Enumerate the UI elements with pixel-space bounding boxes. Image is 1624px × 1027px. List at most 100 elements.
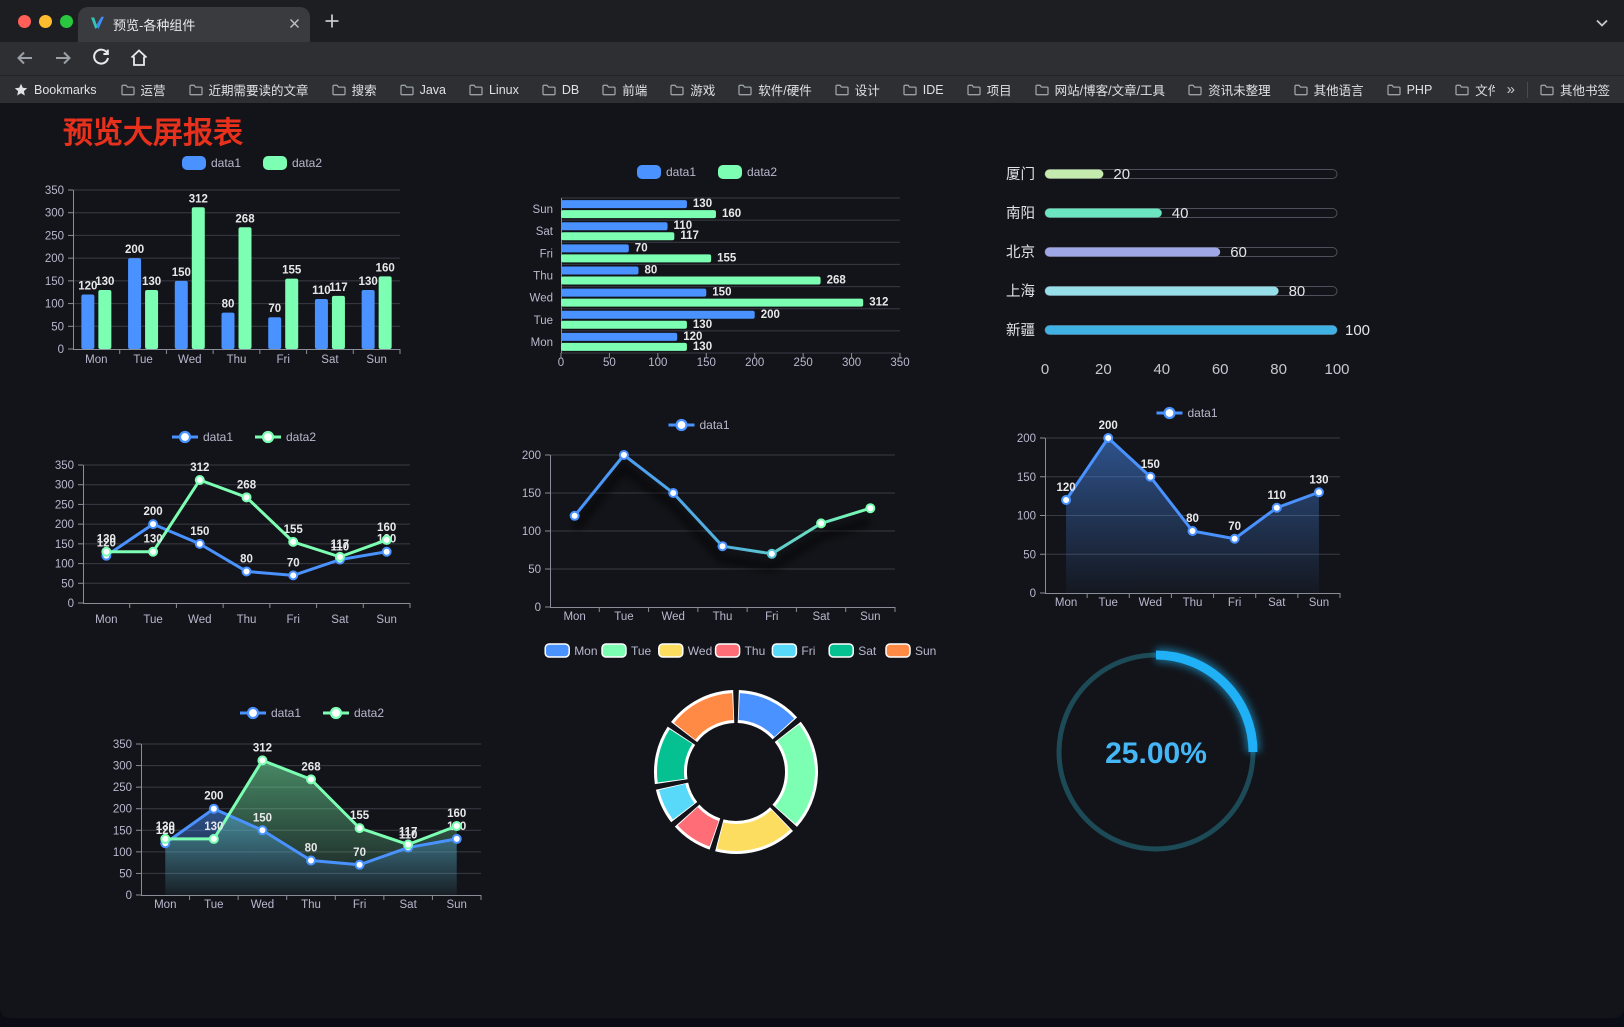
legend-item[interactable]: Tue xyxy=(601,643,652,658)
bar-data1 xyxy=(128,258,142,349)
bookmark-folder-item[interactable]: 设计 xyxy=(835,80,880,99)
svg-text:200: 200 xyxy=(113,804,132,816)
svg-text:130: 130 xyxy=(1309,474,1328,486)
bar-data1 xyxy=(361,289,375,349)
svg-text:上海: 上海 xyxy=(1006,283,1035,300)
chart-capsule-progress: 厦门 20 南阳 40 北京 60 上海 80 新疆 100 0 20 40 60 80 100 xyxy=(1006,166,1370,378)
back-button[interactable] xyxy=(14,47,38,71)
bookmark-folder-item[interactable]: Java xyxy=(399,83,446,97)
browser-tab[interactable]: 预览-各种组件 xyxy=(78,7,310,42)
legend-item[interactable]: data2 xyxy=(263,156,322,170)
folder-icon xyxy=(331,84,346,95)
bookmark-folder-item[interactable]: 软件/硬件 xyxy=(738,80,812,99)
svg-text:100: 100 xyxy=(55,559,74,571)
legend-item[interactable]: Sat xyxy=(828,643,877,658)
legend-item[interactable]: Thu xyxy=(714,643,766,658)
svg-text:Sat: Sat xyxy=(536,226,554,238)
bar-data1 xyxy=(81,294,95,349)
legend-item[interactable]: data1 xyxy=(1156,406,1218,420)
svg-text:Sun: Sun xyxy=(366,354,386,366)
bookmark-folder-item[interactable]: Linux xyxy=(469,83,519,97)
bookmark-folder-item[interactable]: 运营 xyxy=(120,80,166,99)
svg-text:Sat: Sat xyxy=(1268,597,1286,609)
svg-text:80: 80 xyxy=(1289,283,1306,300)
bookmark-folder-item[interactable]: 近期需要读的文章 xyxy=(188,80,309,99)
bookmark-folder-item[interactable]: 搜索 xyxy=(331,80,377,99)
svg-text:80: 80 xyxy=(1186,513,1199,525)
bookmarks-overflow-chevron[interactable]: » xyxy=(1506,81,1515,98)
svg-text:Mon: Mon xyxy=(574,644,597,658)
svg-text:150: 150 xyxy=(45,276,64,288)
legend-item[interactable]: data2 xyxy=(718,165,777,179)
svg-text:300: 300 xyxy=(55,480,74,492)
bookmark-folder-item[interactable]: DB xyxy=(542,83,579,97)
legend-item[interactable]: data1 xyxy=(637,165,696,179)
legend-item[interactable]: data2 xyxy=(323,706,384,720)
pie-slice-Fri xyxy=(659,783,695,820)
bar-data1 xyxy=(561,222,668,231)
legend-item[interactable]: data1 xyxy=(182,156,241,170)
other-bookmarks-folder[interactable]: 其他书签 xyxy=(1540,80,1610,99)
bar-data2 xyxy=(191,207,205,349)
bookmark-folder-item[interactable]: 项目 xyxy=(966,80,1012,99)
svg-text:Thu: Thu xyxy=(1183,597,1203,609)
bookmark-label: 设计 xyxy=(854,84,880,98)
legend-item[interactable]: data2 xyxy=(255,430,316,444)
bookmark-folder-item[interactable]: 资讯未整理 xyxy=(1188,80,1271,99)
svg-text:160: 160 xyxy=(722,208,741,220)
svg-text:110: 110 xyxy=(674,220,693,232)
svg-text:250: 250 xyxy=(55,499,74,511)
svg-text:0: 0 xyxy=(58,344,64,356)
forward-button[interactable] xyxy=(52,47,76,71)
legend-item[interactable]: Fri xyxy=(771,643,815,658)
bar-data2 xyxy=(145,289,159,349)
svg-text:0: 0 xyxy=(1030,588,1036,600)
legend-item[interactable]: data1 xyxy=(668,418,730,432)
bookmark-folder-item[interactable]: PHP xyxy=(1386,83,1432,97)
bookmark-folder-item[interactable]: 前端 xyxy=(602,80,647,99)
bookmark-folder-item[interactable]: 网站/博客/文章/工具 xyxy=(1034,80,1165,99)
svg-text:Fri: Fri xyxy=(540,248,553,260)
bookmark-folder-item[interactable]: IDE xyxy=(903,83,944,97)
legend-item[interactable]: Mon xyxy=(544,643,598,658)
svg-text:data2: data2 xyxy=(286,430,316,444)
svg-text:100: 100 xyxy=(45,299,64,311)
svg-text:25.00%: 25.00% xyxy=(1105,737,1207,770)
legend-item[interactable]: Wed xyxy=(658,643,712,658)
maximize-window-button[interactable] xyxy=(60,15,73,28)
svg-text:150: 150 xyxy=(113,825,132,837)
chart-bar-grouped: data1 data2 0 50 100 150 200 250 300 350 Mon Tue Wed… xyxy=(45,156,401,366)
bar-data1 xyxy=(561,244,629,253)
close-window-button[interactable] xyxy=(18,15,31,28)
minimize-window-button[interactable] xyxy=(39,15,52,28)
legend-item[interactable]: data1 xyxy=(240,706,301,720)
tab-list-chevron-icon[interactable] xyxy=(1596,14,1608,32)
chart-line-area: data1 0 50 100 150 200 Mon Tue Wed Thu Fri Sat Sun 12… xyxy=(1017,406,1341,609)
svg-text:350: 350 xyxy=(55,460,74,472)
legend-item[interactable]: data1 xyxy=(172,430,233,444)
svg-text:312: 312 xyxy=(189,193,208,205)
bookmark-folder-item[interactable]: 文件服务器 xyxy=(1455,80,1495,99)
svg-text:Wed: Wed xyxy=(251,899,274,911)
svg-text:100: 100 xyxy=(1345,322,1370,339)
chart-line-two-series: data1 data2 0 50 100 150 200 250 300 350 Mon Tue Wed… xyxy=(55,430,411,626)
page-content: 预览大屏报表 data1 data2 0 50 100 150 200 250 300 350 Mo… xyxy=(0,103,1624,1018)
new-tab-button[interactable] xyxy=(322,11,342,31)
bar-data1 xyxy=(174,280,188,349)
svg-text:Mon: Mon xyxy=(95,614,117,626)
bookmark-folder-item[interactable]: 游戏 xyxy=(670,80,715,99)
bookmark-label: 项目 xyxy=(986,84,1012,98)
bookmark-folder-item[interactable]: 其他语言 xyxy=(1293,80,1364,99)
svg-text:Mon: Mon xyxy=(1055,597,1077,609)
reload-button[interactable] xyxy=(90,47,114,71)
tab-close-icon[interactable] xyxy=(289,17,300,32)
svg-text:data1: data1 xyxy=(666,165,696,179)
home-button[interactable] xyxy=(128,47,152,71)
svg-text:20: 20 xyxy=(1095,361,1112,378)
bookmarks-root[interactable]: Bookmarks xyxy=(14,83,97,97)
bar-data2 xyxy=(561,254,712,263)
legend-item[interactable]: Sun xyxy=(885,643,936,658)
folder-icon xyxy=(1386,84,1401,95)
svg-text:Mon: Mon xyxy=(563,611,585,623)
bookmark-label: 前端 xyxy=(622,84,648,98)
